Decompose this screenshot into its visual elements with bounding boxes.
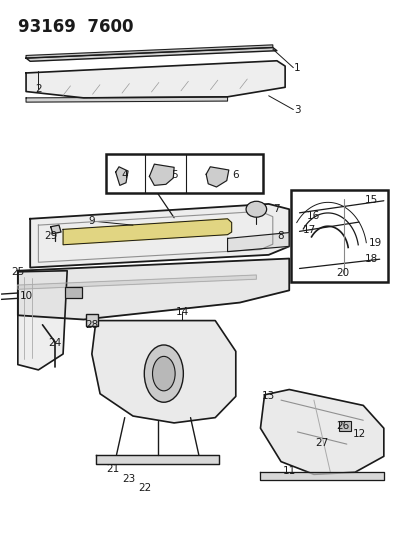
Text: 6: 6 (232, 171, 239, 180)
Polygon shape (227, 232, 289, 252)
Text: 8: 8 (277, 231, 284, 241)
Polygon shape (206, 167, 228, 187)
Text: 22: 22 (138, 483, 152, 493)
Text: 29: 29 (44, 231, 57, 241)
Bar (291, 190, 387, 282)
Polygon shape (26, 97, 227, 102)
Polygon shape (26, 61, 285, 98)
Text: 14: 14 (175, 306, 188, 317)
Text: 17: 17 (302, 225, 316, 236)
Polygon shape (18, 271, 67, 370)
Text: 19: 19 (368, 238, 381, 248)
Text: 15: 15 (364, 195, 377, 205)
Text: 28: 28 (85, 320, 98, 330)
Polygon shape (26, 47, 276, 61)
Text: 20: 20 (335, 268, 349, 278)
Text: 26: 26 (335, 421, 349, 431)
Ellipse shape (144, 345, 183, 402)
Text: 9: 9 (88, 216, 95, 227)
Text: 3: 3 (294, 105, 300, 115)
Ellipse shape (245, 201, 266, 217)
Polygon shape (260, 472, 383, 480)
Text: 5: 5 (171, 171, 177, 180)
Bar (106, 154, 262, 193)
Text: 25: 25 (11, 267, 24, 277)
Text: 21: 21 (106, 464, 119, 474)
Polygon shape (92, 320, 235, 423)
Polygon shape (260, 390, 383, 474)
Polygon shape (26, 45, 272, 58)
Text: 1: 1 (294, 63, 300, 72)
Text: 12: 12 (352, 429, 365, 439)
Polygon shape (51, 225, 61, 233)
Polygon shape (18, 259, 289, 319)
Polygon shape (18, 275, 256, 289)
Text: 23: 23 (122, 474, 135, 483)
Polygon shape (63, 219, 231, 245)
Text: 7: 7 (273, 204, 280, 214)
Text: 27: 27 (315, 438, 328, 448)
Polygon shape (115, 167, 128, 185)
Bar (65, 287, 81, 298)
Text: 24: 24 (48, 338, 61, 349)
Ellipse shape (152, 357, 175, 391)
Text: 2: 2 (35, 84, 42, 94)
Bar (338, 421, 350, 431)
Text: 10: 10 (19, 290, 33, 301)
Polygon shape (149, 164, 174, 185)
Bar (85, 314, 98, 326)
Text: 18: 18 (364, 254, 377, 263)
Text: 4: 4 (121, 171, 128, 180)
Text: 11: 11 (282, 466, 295, 475)
Polygon shape (30, 204, 289, 268)
Text: 16: 16 (306, 211, 320, 221)
Polygon shape (96, 455, 219, 464)
Text: 13: 13 (261, 391, 275, 401)
Text: 93169  7600: 93169 7600 (18, 18, 133, 36)
